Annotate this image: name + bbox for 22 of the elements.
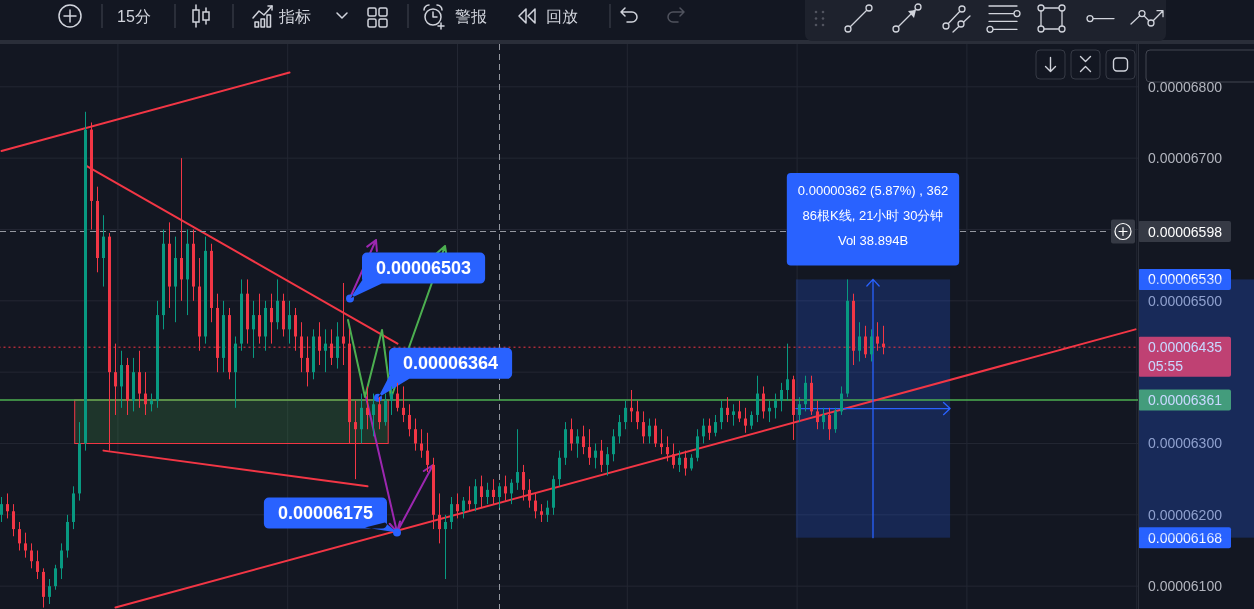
annotation: 0.00000362 (5.87%) , 362 xyxy=(797,183,949,199)
annotation: 0.00006503 xyxy=(376,258,472,279)
y-tick-label: 0.00006300 xyxy=(1148,435,1223,452)
text: 0.00006530 xyxy=(1148,271,1223,288)
text: 0.00006168 xyxy=(1148,529,1223,546)
text: 15分 xyxy=(117,7,151,25)
y-tick-label: 0.00006200 xyxy=(1148,506,1223,523)
text: 回放 xyxy=(546,7,578,25)
text: 指标 xyxy=(278,7,311,25)
annotation: 86根K线, 21小时 30分钟 xyxy=(802,208,944,224)
text: 0.00006598 xyxy=(1148,223,1223,240)
y-tick-label: 0.00006800 xyxy=(1148,78,1223,95)
text: 05:55 xyxy=(1148,358,1184,375)
text: 警报 xyxy=(455,7,487,25)
annotation: 0.00006364 xyxy=(403,353,499,374)
ref-line-label: 0.00006361 xyxy=(1148,391,1223,408)
y-tick-label: 0.00006100 xyxy=(1148,578,1223,595)
annotation: Vol 38.894B xyxy=(837,233,909,249)
y-tick-label: 0.00006700 xyxy=(1148,150,1223,167)
y-tick-label: 0.00006500 xyxy=(1148,292,1223,309)
annotation: 0.00006175 xyxy=(277,503,373,524)
ref-line-label: 0.00006435 xyxy=(1148,339,1223,356)
